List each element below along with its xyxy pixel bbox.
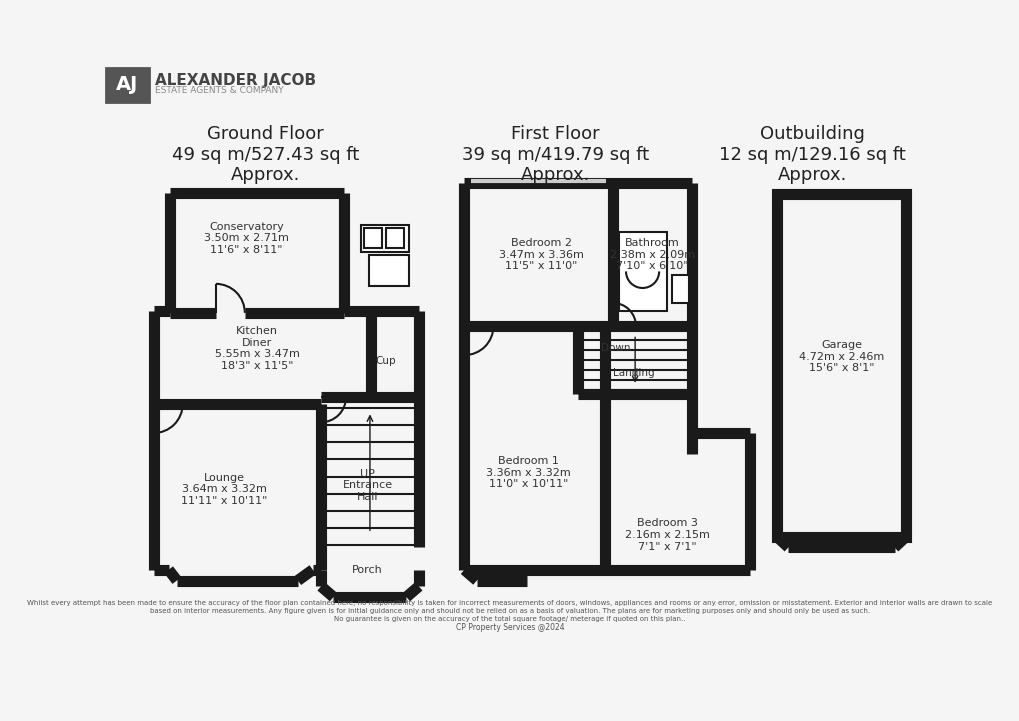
Text: ALEXANDER JACOB: ALEXANDER JACOB [155, 73, 316, 87]
Text: Lounge
3.64m x 3.32m
11'11" x 10'11": Lounge 3.64m x 3.32m 11'11" x 10'11" [180, 473, 267, 506]
Bar [776, 193, 905, 536]
Text: No guarantee is given on the accuracy of the total square footage/ meterage if q: No guarantee is given on the accuracy of… [334, 616, 685, 622]
Text: Bedroom 3
2.16m x 2.15m
7'1" x 7'1": Bedroom 3 2.16m x 2.15m 7'1" x 7'1" [625, 518, 709, 552]
Text: Garage
4.72m x 2.46m
15'6" x 8'1": Garage 4.72m x 2.46m 15'6" x 8'1" [798, 340, 883, 373]
Bar [385, 229, 404, 248]
Text: AJ: AJ [116, 76, 139, 94]
Text: Ground Floor
49 sq m/527.43 sq ft
Approx.: Ground Floor 49 sq m/527.43 sq ft Approx… [172, 125, 359, 185]
Bar [361, 225, 409, 252]
Text: CP Property Services @2024: CP Property Services @2024 [455, 623, 564, 632]
Text: Bedroom 1
3.36m x 3.32m
11'0" x 10'11": Bedroom 1 3.36m x 3.32m 11'0" x 10'11" [485, 456, 570, 490]
Text: Bathroom
2.38m x 2.09m
7'10" x 6'10": Bathroom 2.38m x 2.09m 7'10" x 6'10" [609, 238, 694, 271]
Bar [618, 232, 666, 311]
Text: based on interior measurements. Any figure given is for initial guidance only an: based on interior measurements. Any figu… [150, 609, 869, 614]
Text: Cup: Cup [375, 356, 395, 366]
Text: Kitchen
Diner
5.55m x 3.47m
18'3" x 11'5": Kitchen Diner 5.55m x 3.47m 18'3" x 11'5… [215, 326, 300, 371]
Bar [672, 275, 688, 303]
Text: Porch: Porch [352, 565, 382, 575]
Text: First Floor
39 sq m/419.79 sq ft
Approx.: First Floor 39 sq m/419.79 sq ft Approx. [462, 125, 648, 185]
Text: UP
Entrance
Hall: UP Entrance Hall [342, 469, 392, 502]
Text: Whilst every attempt has been made to ensure the accuracy of the floor plan cont: Whilst every attempt has been made to en… [28, 600, 991, 606]
Bar [106, 68, 149, 102]
Text: Down: Down [601, 343, 630, 353]
Text: Conservatory
3.50m x 2.71m
11'6" x 8'11": Conservatory 3.50m x 2.71m 11'6" x 8'11" [204, 221, 288, 255]
Text: Outbuilding
12 sq m/129.16 sq ft
Approx.: Outbuilding 12 sq m/129.16 sq ft Approx. [718, 125, 905, 185]
Text: Bedroom 2
3.47m x 3.36m
11'5" x 11'0": Bedroom 2 3.47m x 3.36m 11'5" x 11'0" [498, 238, 583, 271]
Text: Landing: Landing [612, 368, 654, 379]
Bar [369, 255, 409, 286]
Bar [364, 229, 382, 248]
Text: ESTATE AGENTS & COMPANY: ESTATE AGENTS & COMPANY [155, 86, 283, 94]
